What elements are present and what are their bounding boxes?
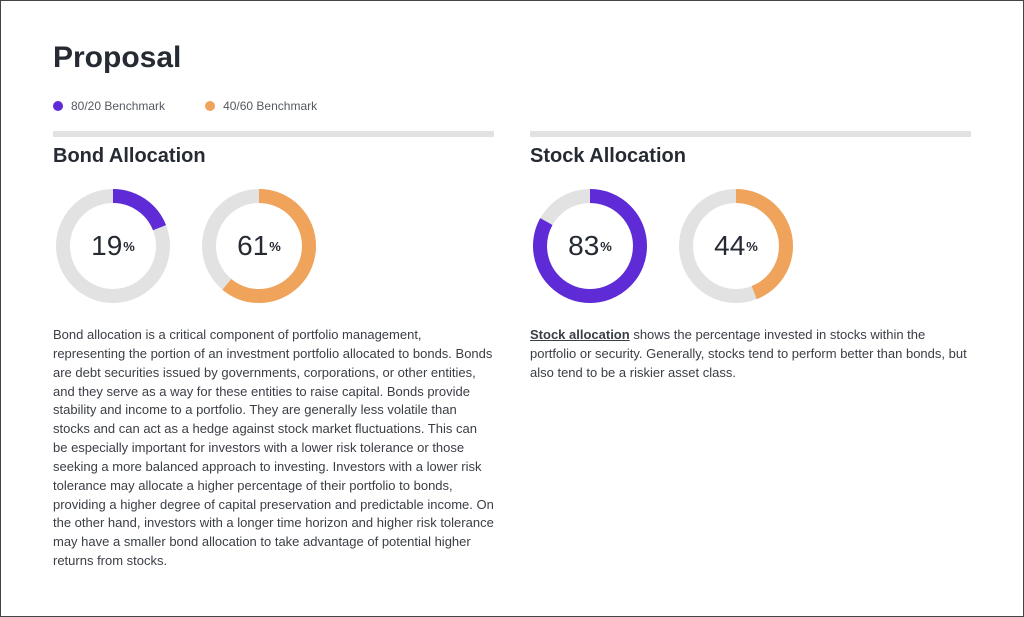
bond-donut-80-20: 19% — [53, 186, 173, 306]
stock-donut-40-60: 44% — [676, 186, 796, 306]
stock-lead: Stock allocation — [530, 327, 630, 342]
page-title: Proposal — [53, 41, 971, 75]
bond-column: Bond Allocation 19% — [53, 131, 494, 571]
legend-dot-80-20 — [53, 101, 63, 111]
bond-title: Bond Allocation — [53, 145, 494, 168]
percent-sign: % — [746, 239, 758, 254]
columns: Bond Allocation 19% — [53, 131, 971, 571]
bond-body-text: Bond allocation is a critical component … — [53, 327, 494, 568]
percent-sign: % — [600, 239, 612, 254]
legend-item-80-20: 80/20 Benchmark — [53, 99, 165, 113]
stock-rule — [530, 131, 971, 137]
bond-donut-80-20-center: 19% — [53, 186, 173, 306]
bond-donuts: 19% 61% — [53, 186, 494, 306]
legend-item-40-60: 40/60 Benchmark — [205, 99, 317, 113]
bond-body: Bond allocation is a critical component … — [53, 326, 494, 571]
stock-title: Stock Allocation — [530, 145, 971, 168]
bond-donut-40-60-center: 61% — [199, 186, 319, 306]
stock-donut-40-60-value: 44 — [714, 232, 745, 260]
stock-body: Stock allocation shows the percentage in… — [530, 326, 971, 383]
bond-rule — [53, 131, 494, 137]
bond-donut-40-60-value: 61 — [237, 232, 268, 260]
bond-donut-40-60: 61% — [199, 186, 319, 306]
stock-donut-80-20-value: 83 — [568, 232, 599, 260]
percent-sign: % — [123, 239, 135, 254]
legend-label-40-60: 40/60 Benchmark — [223, 99, 317, 113]
legend: 80/20 Benchmark 40/60 Benchmark — [53, 99, 971, 113]
stock-donut-40-60-center: 44% — [676, 186, 796, 306]
proposal-page: Proposal 80/20 Benchmark 40/60 Benchmark… — [0, 0, 1024, 617]
legend-dot-40-60 — [205, 101, 215, 111]
bond-donut-80-20-value: 19 — [91, 232, 122, 260]
legend-label-80-20: 80/20 Benchmark — [71, 99, 165, 113]
stock-donuts: 83% 44% — [530, 186, 971, 306]
stock-donut-80-20-center: 83% — [530, 186, 650, 306]
percent-sign: % — [269, 239, 281, 254]
stock-donut-80-20: 83% — [530, 186, 650, 306]
stock-column: Stock Allocation 83% — [530, 131, 971, 571]
